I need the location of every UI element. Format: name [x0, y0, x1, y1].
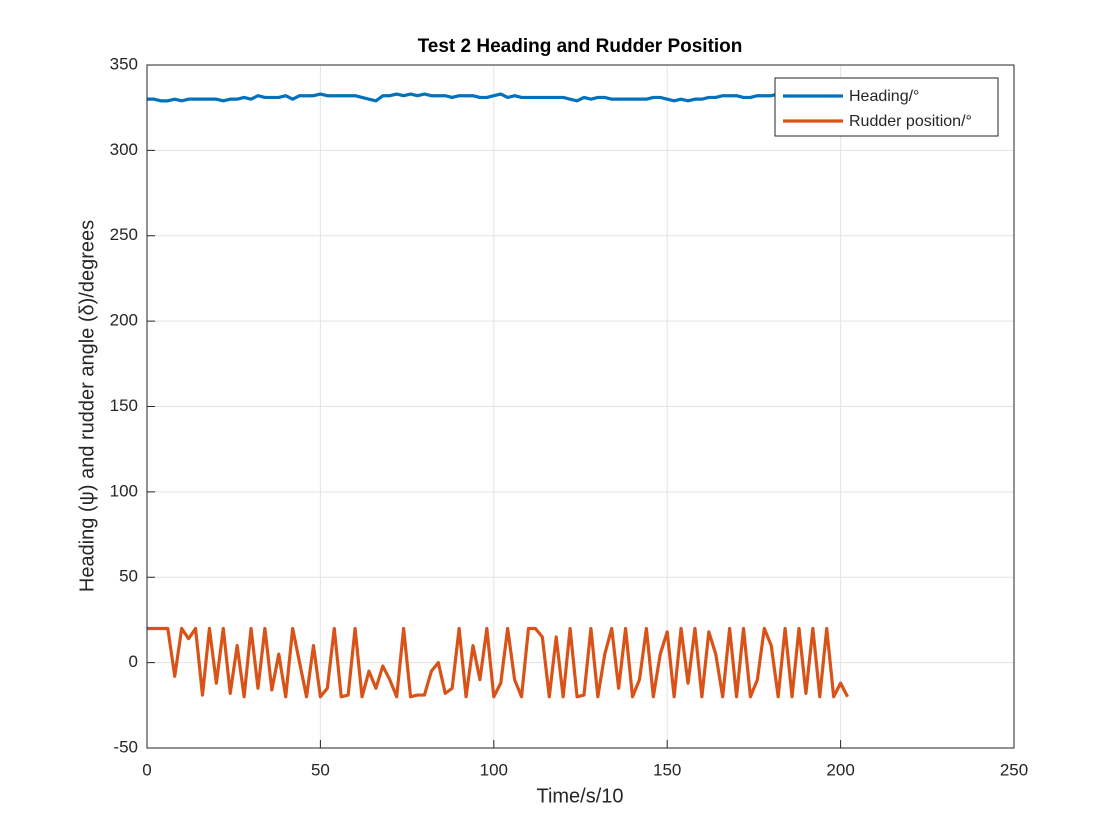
- x-tick-label: 50: [311, 760, 330, 779]
- plot-area: [147, 92, 849, 699]
- legend-box: [774, 77, 999, 137]
- y-tick-label: 50: [119, 567, 138, 586]
- y-tick-label: 100: [110, 481, 138, 500]
- chart-title: Test 2 Heading and Rudder Position: [418, 36, 743, 57]
- x-axis-label: Time/s/10: [536, 785, 623, 807]
- x-tick-label: 250: [1000, 760, 1028, 779]
- series-line: [147, 92, 848, 103]
- legend-label: Heading/°: [849, 88, 919, 105]
- y-tick-label: 150: [110, 396, 138, 415]
- y-tick-label: 350: [110, 54, 138, 73]
- legend: Heading/° Rudder position/°: [774, 77, 999, 137]
- y-tick-label: 0: [129, 652, 138, 671]
- x-tick-label: 150: [653, 760, 681, 779]
- series-line: [147, 626, 849, 699]
- y-tick-label: 300: [110, 140, 138, 159]
- y-tick-label: -50: [113, 737, 138, 756]
- x-tick-label: 200: [826, 760, 854, 779]
- x-tick-label: 0: [142, 760, 151, 779]
- y-axis-label: Heading (ψ) and rudder angle (δ)/degrees: [76, 220, 98, 592]
- x-tick-label: 100: [480, 760, 508, 779]
- y-tick-label: 250: [110, 225, 138, 244]
- y-tick-label: 200: [110, 311, 138, 330]
- legend-label: Rudder position/°: [849, 113, 972, 130]
